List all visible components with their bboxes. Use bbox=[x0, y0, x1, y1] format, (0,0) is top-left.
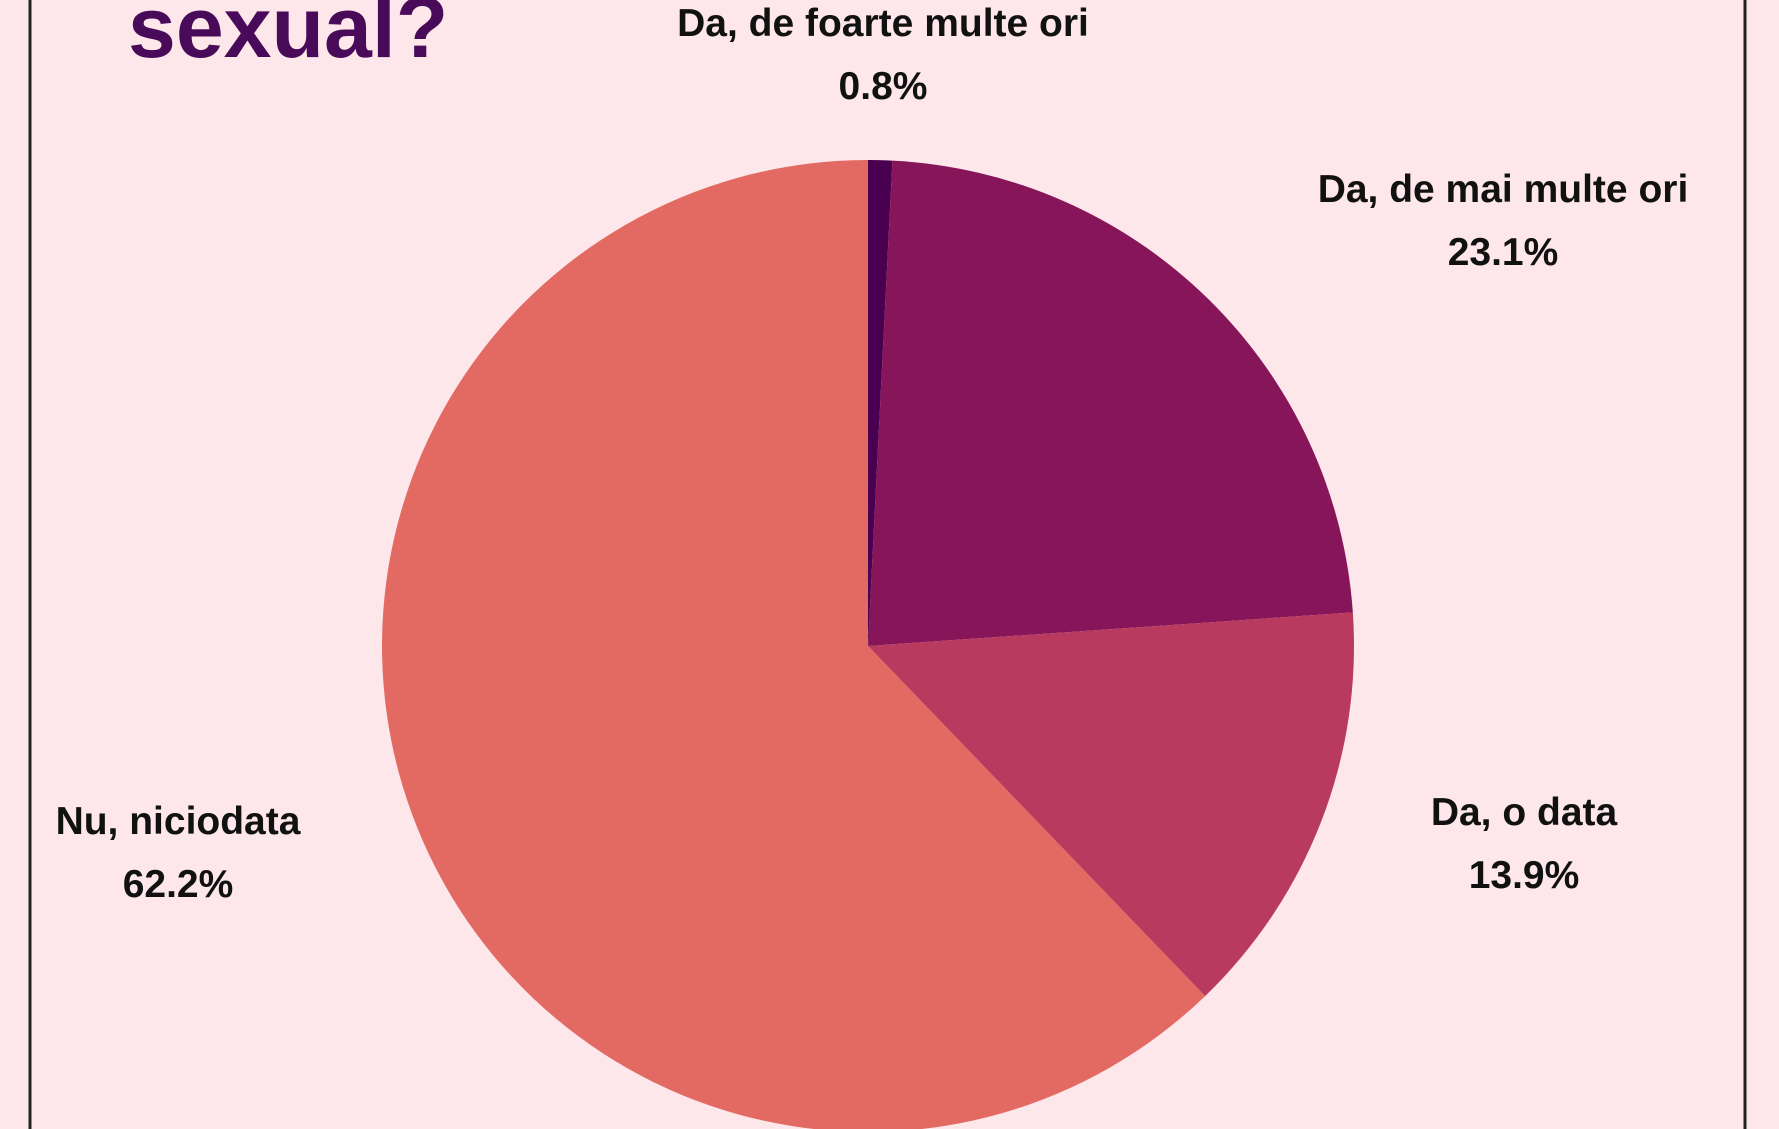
slice-label: Da, de mai multe ori bbox=[1318, 168, 1689, 211]
pie-slice bbox=[868, 612, 1355, 997]
pie bbox=[382, 160, 1355, 1129]
chart-title: sexual? bbox=[128, 0, 448, 76]
pie-slice bbox=[868, 160, 893, 646]
slice-value-label: 62.2% bbox=[123, 863, 234, 906]
slice-label: Da, de foarte multe ori bbox=[677, 2, 1089, 45]
slice-value-label: 0.8% bbox=[839, 65, 928, 108]
slice-label: Da, o data bbox=[1431, 791, 1618, 834]
slice-value-label: 23.1% bbox=[1448, 231, 1559, 274]
pie-slice bbox=[382, 160, 1206, 1129]
slice-value-label: 13.9% bbox=[1469, 854, 1580, 897]
pie-slice bbox=[868, 160, 1353, 647]
slice-label: Nu, niciodata bbox=[56, 800, 301, 843]
